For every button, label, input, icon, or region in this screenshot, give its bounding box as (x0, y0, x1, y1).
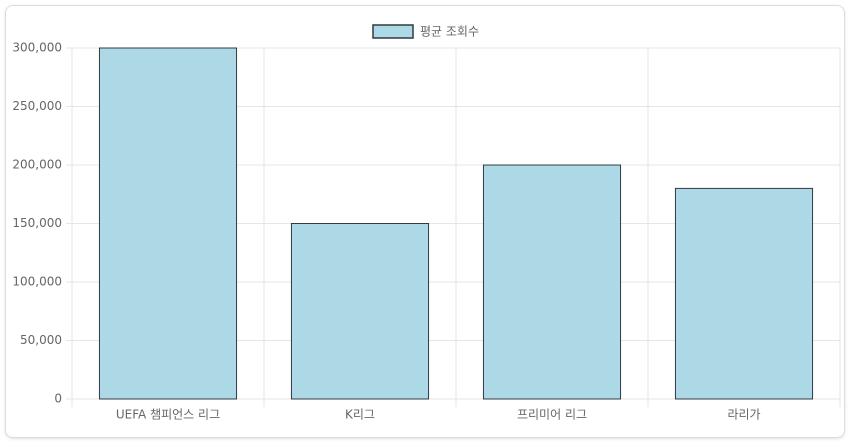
x-tick-label: UEFA 챔피언스 리그 (116, 407, 220, 422)
y-tick-label: 0 (54, 392, 62, 406)
x-tick-label: 라리가 (727, 408, 760, 422)
y-tick-label: 100,000 (12, 275, 62, 289)
chart-card (5, 5, 845, 438)
bar (98, 47, 238, 400)
bar (482, 164, 622, 400)
x-tick-label: 프리미어 리그 (517, 408, 587, 422)
y-tick-label: 150,000 (12, 216, 62, 230)
legend-swatch (372, 24, 414, 39)
legend-label: 평균 조회수 (420, 25, 479, 39)
bar (674, 187, 814, 400)
y-tick-label: 50,000 (20, 333, 62, 347)
bar (290, 223, 430, 400)
y-tick-label: 300,000 (12, 41, 62, 55)
y-tick-label: 250,000 (12, 99, 62, 113)
x-tick-label: K리그 (345, 408, 375, 422)
y-tick-label: 200,000 (12, 158, 62, 172)
